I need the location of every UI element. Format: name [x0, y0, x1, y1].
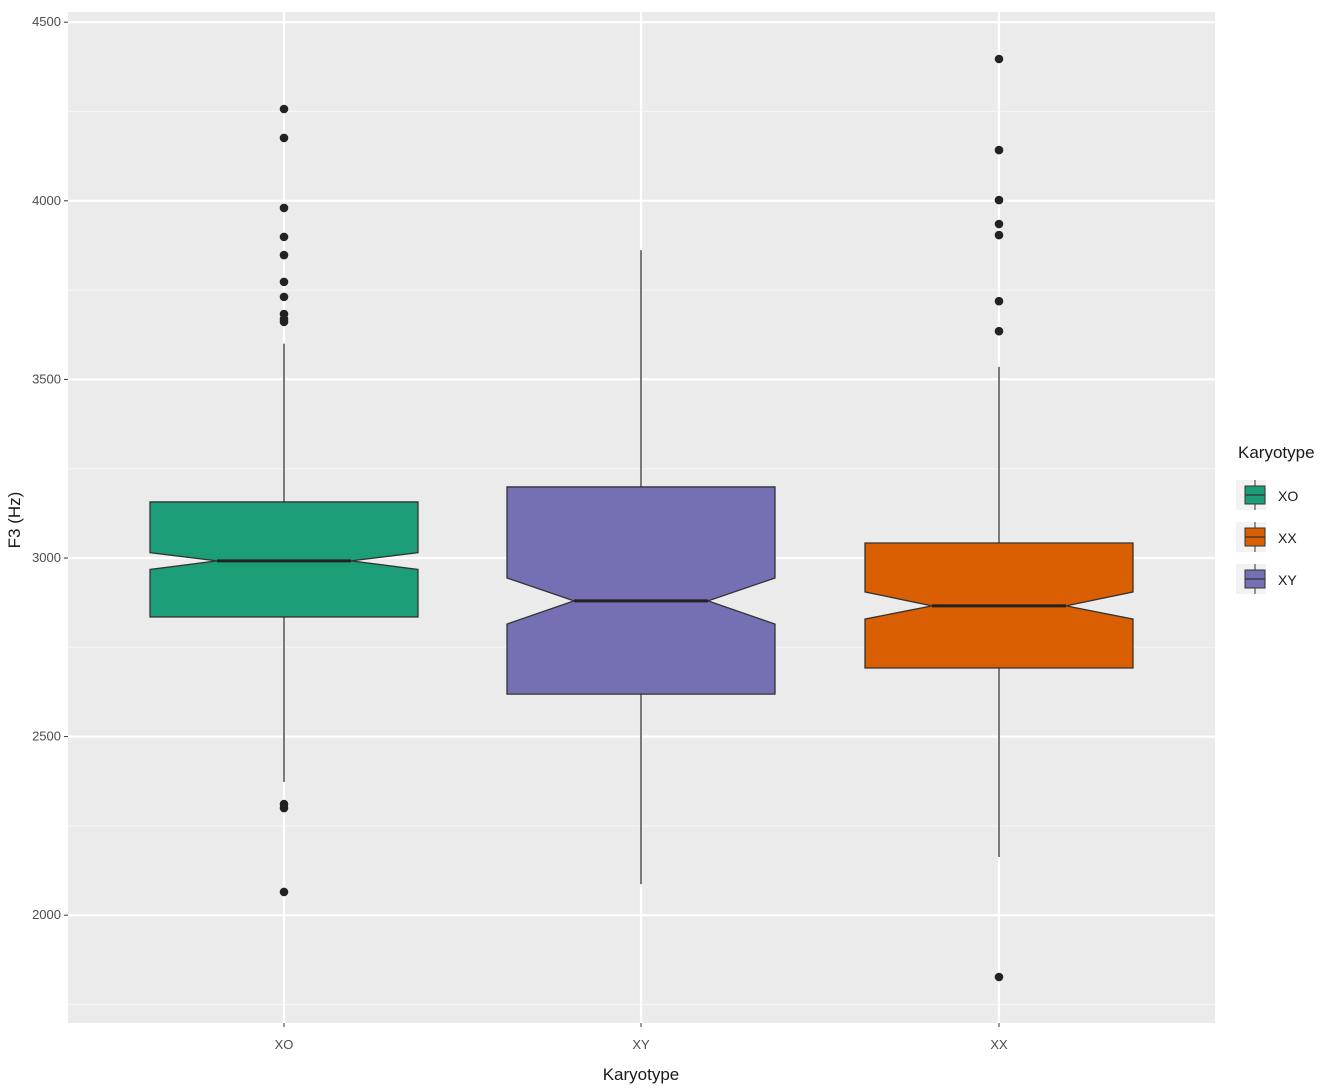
outlier-point — [279, 250, 289, 260]
legend-item-xy: XY — [1236, 564, 1297, 594]
notched-box — [506, 486, 776, 695]
outlier-point — [994, 230, 1004, 240]
y-axis-title: F3 (Hz) — [5, 492, 24, 549]
x-axis: XO XY XX — [275, 1023, 1008, 1052]
box-xy — [506, 250, 776, 885]
outlier-point — [994, 145, 1004, 155]
y-tick-label: 2500 — [32, 729, 61, 744]
outlier-point — [279, 887, 289, 897]
outlier-point — [994, 219, 1004, 229]
box-xo — [149, 104, 419, 897]
outlier-point — [279, 232, 289, 242]
y-tick-label: 4500 — [32, 14, 61, 29]
y-tick-label: 3500 — [32, 371, 61, 386]
outlier-point — [279, 133, 289, 143]
legend-items: XO XX XY — [1236, 480, 1298, 594]
legend-label: XX — [1278, 530, 1297, 546]
x-tick-label: XX — [990, 1037, 1008, 1052]
outlier-point — [279, 803, 289, 813]
outlier-point — [994, 296, 1004, 306]
legend-item-xx: XX — [1236, 522, 1297, 552]
outlier-point — [279, 317, 289, 327]
legend-label: XY — [1278, 572, 1297, 588]
y-axis: 2000 2500 3000 3500 4000 4500 — [32, 14, 68, 922]
legend-title: Karyotype — [1238, 443, 1315, 462]
outlier-point — [279, 203, 289, 213]
boxes-layer — [149, 54, 1134, 982]
outlier-point — [994, 54, 1004, 64]
x-axis-title: Karyotype — [603, 1065, 680, 1084]
outlier-point — [279, 104, 289, 114]
y-tick-label: 2000 — [32, 907, 61, 922]
y-tick-label: 4000 — [32, 193, 61, 208]
outlier-point — [279, 292, 289, 302]
legend-item-xo: XO — [1236, 480, 1298, 510]
outlier-point — [279, 277, 289, 287]
y-tick-label: 3000 — [32, 550, 61, 565]
legend: Karyotype XO XX XY — [1236, 443, 1315, 594]
box-xx — [864, 54, 1134, 982]
x-tick-label: XY — [632, 1037, 650, 1052]
x-tick-label: XO — [275, 1037, 294, 1052]
outlier-point — [994, 972, 1004, 982]
legend-label: XO — [1278, 488, 1298, 504]
outlier-point — [994, 195, 1004, 205]
outlier-point — [994, 326, 1004, 336]
